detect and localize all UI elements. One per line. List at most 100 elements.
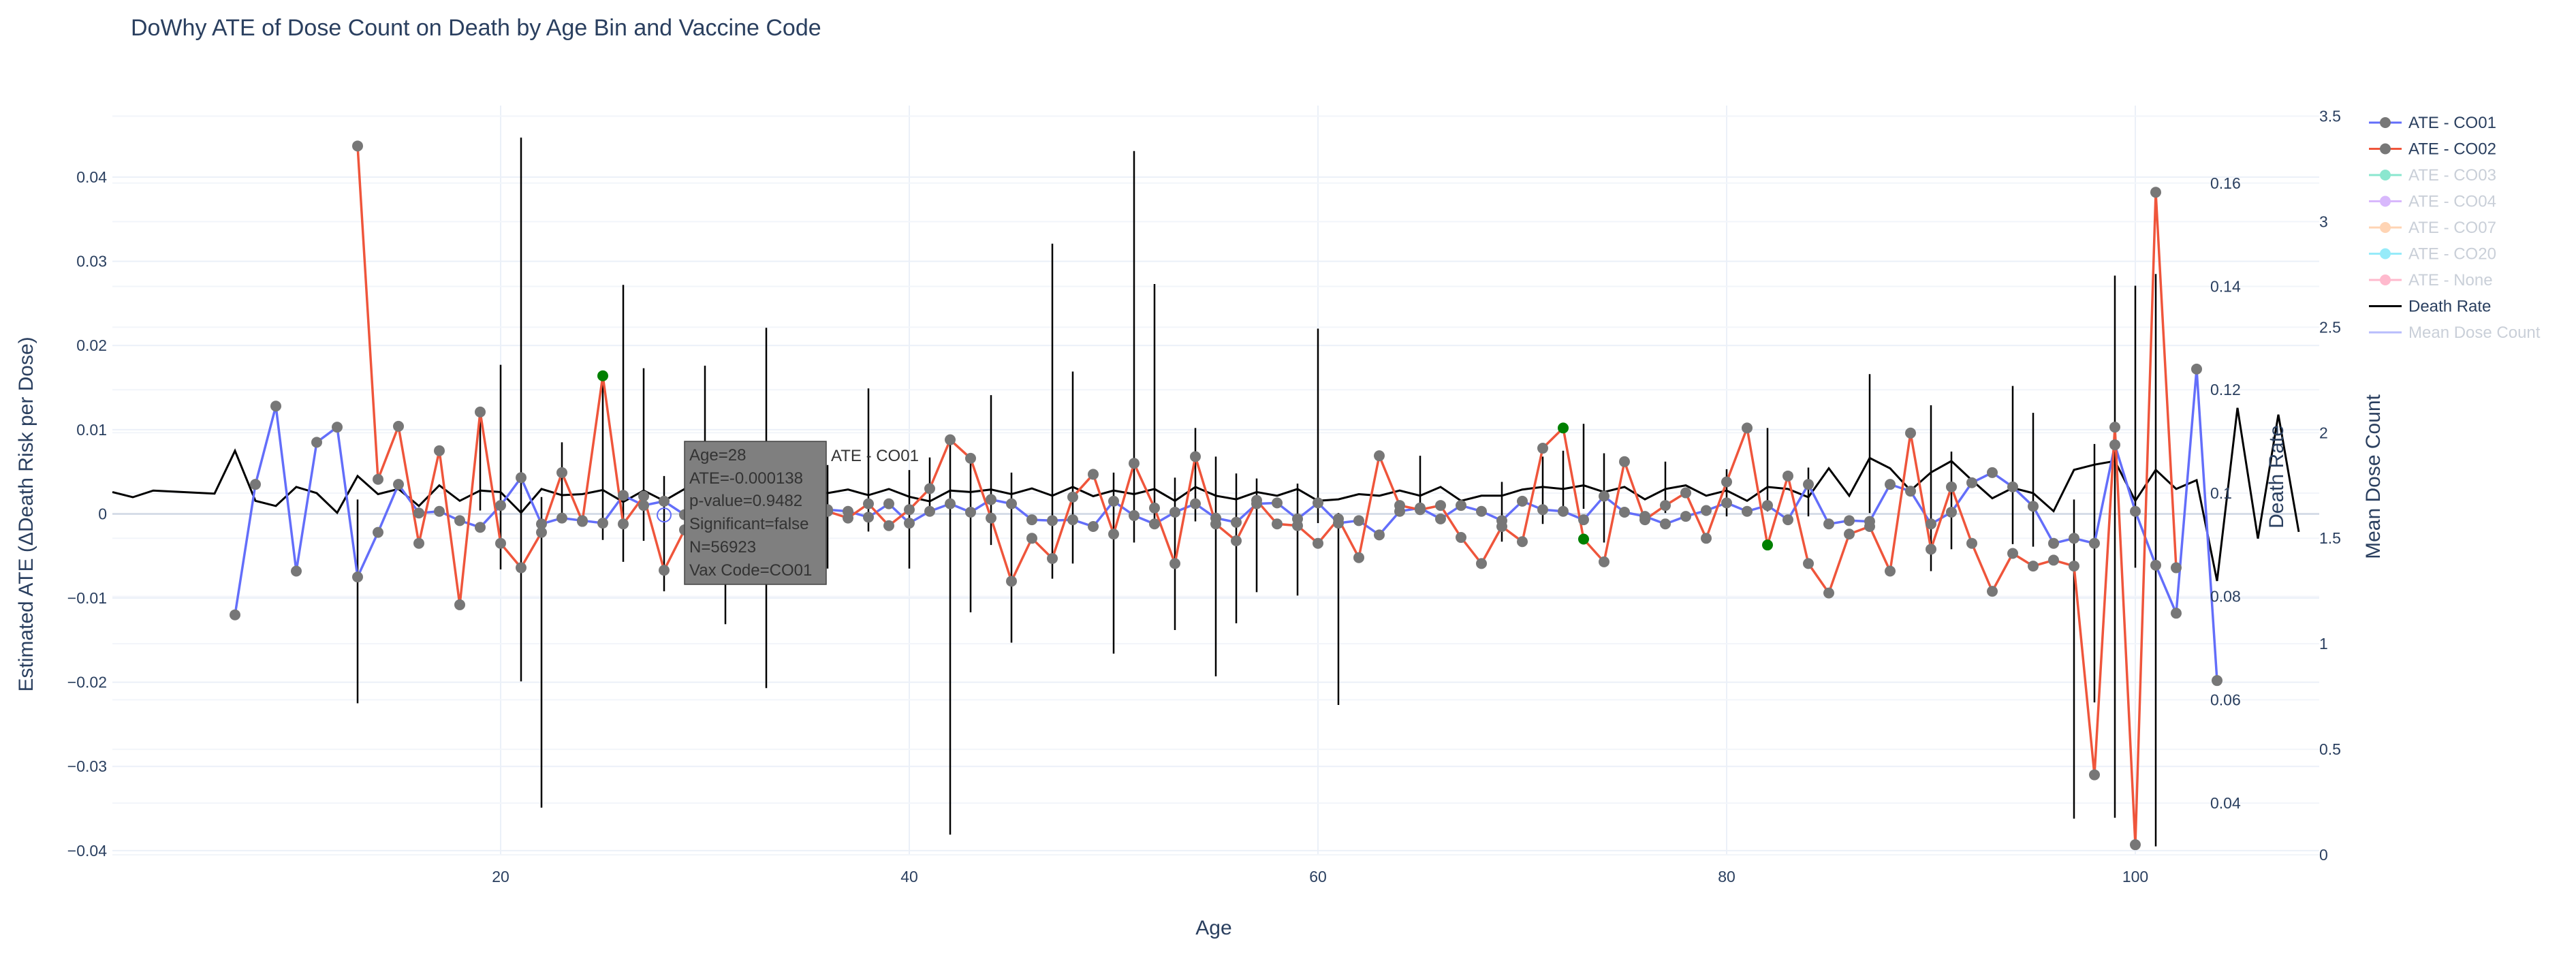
data-marker: [1006, 576, 1017, 587]
data-marker: [2150, 559, 2161, 571]
y-tick-label: −0.01: [67, 589, 107, 607]
data-marker: [2028, 501, 2039, 512]
data-marker: [1823, 518, 1834, 530]
y-tick-label: −0.04: [67, 842, 107, 860]
data-marker: [1680, 511, 1691, 522]
data-marker: [2212, 675, 2222, 687]
legend-label: ATE - CO02: [2408, 140, 2496, 159]
data-marker: [250, 479, 261, 490]
data-marker: [1823, 587, 1834, 599]
data-marker: [1742, 422, 1753, 434]
data-marker: [904, 518, 915, 529]
data-marker: [1762, 500, 1773, 512]
data-marker: [1047, 515, 1058, 527]
data-marker: [454, 599, 465, 610]
hover-line-age: Age=28: [689, 446, 746, 465]
data-marker: [352, 140, 363, 152]
data-marker: [270, 400, 281, 412]
data-marker: [1905, 427, 1916, 439]
data-marker: [618, 490, 629, 501]
data-marker: [556, 467, 567, 478]
y-tick-label: −0.03: [67, 757, 107, 775]
legend-label: Death Rate: [2408, 298, 2491, 316]
data-marker: [1435, 500, 1446, 512]
data-marker: [1517, 495, 1528, 507]
data-marker: [1190, 451, 1201, 462]
data-marker: [986, 494, 996, 505]
data-marker: [1966, 477, 1977, 488]
data-marker: [2007, 481, 2018, 492]
x-tick-label: 60: [1309, 868, 1327, 885]
data-marker: [1026, 514, 1037, 526]
data-marker: [1885, 565, 1896, 577]
data-marker: [924, 483, 935, 494]
hover-tooltip: Age=28 ATE=-0.000138 p-value=0.9482 Sign…: [684, 441, 919, 585]
data-marker: [434, 445, 445, 456]
data-marker: [1088, 520, 1099, 532]
data-marker: [863, 498, 874, 509]
data-marker: [1129, 509, 1140, 521]
data-marker: [1333, 513, 1344, 524]
data-marker: [1680, 487, 1691, 499]
data-marker: [2028, 561, 2039, 572]
y3-tick-label: 0: [2319, 846, 2328, 864]
data-marker: [1129, 458, 1140, 469]
x-tick-label: 40: [900, 868, 918, 885]
data-marker: [536, 518, 547, 530]
legend-swatch-marker: [2380, 195, 2391, 207]
data-marker: [1782, 470, 1793, 482]
y3-tick-label: 1.5: [2319, 529, 2341, 547]
data-marker: [1926, 518, 1936, 530]
data-marker: [1394, 500, 1405, 512]
data-marker: [1742, 505, 1753, 517]
significant-marker: [597, 370, 608, 381]
data-marker: [1149, 502, 1160, 514]
y2-axis-title: Death Rate: [2265, 425, 2288, 529]
data-marker: [1926, 544, 1936, 555]
hover-line-significant: Significant=false: [689, 515, 808, 533]
data-marker: [986, 512, 996, 524]
y2-tick-label: 0.04: [2210, 794, 2241, 812]
data-marker: [1517, 536, 1528, 548]
legend-label: ATE - CO04: [2408, 193, 2496, 211]
data-marker: [393, 420, 404, 432]
x-tick-label: 20: [492, 868, 509, 885]
data-marker: [475, 406, 486, 418]
data-marker: [1190, 498, 1201, 509]
y-tick-label: 0: [98, 505, 107, 522]
y2-tick-label: 0.16: [2210, 174, 2241, 192]
data-marker: [1660, 500, 1671, 512]
data-marker: [1599, 556, 1609, 567]
legend-label: ATE - CO01: [2408, 114, 2496, 132]
data-marker: [618, 518, 629, 530]
y3-tick-label: 2: [2319, 424, 2328, 441]
data-marker: [1108, 529, 1119, 540]
y3-tick-label: 2.5: [2319, 318, 2341, 336]
data-marker: [1047, 552, 1058, 564]
data-marker: [434, 505, 445, 517]
data-marker: [413, 537, 424, 549]
data-marker: [536, 527, 547, 538]
data-marker: [1619, 506, 1630, 518]
data-marker: [924, 505, 935, 517]
data-marker: [1476, 505, 1487, 517]
data-marker: [597, 518, 608, 529]
data-marker: [1006, 498, 1017, 509]
legend-item: Death Rate: [2369, 298, 2491, 316]
x-tick-label: 100: [2122, 868, 2148, 885]
data-marker: [2048, 554, 2059, 566]
significant-marker: [1558, 422, 1569, 434]
data-marker: [2171, 608, 2182, 619]
data-marker: [2130, 505, 2141, 517]
data-marker: [965, 506, 976, 518]
data-marker: [454, 515, 465, 527]
data-marker: [1353, 515, 1364, 527]
data-marker: [1415, 504, 1426, 516]
data-marker: [1905, 486, 1916, 497]
legend-label: ATE - None: [2408, 271, 2493, 289]
legend-item: ATE - CO20: [2369, 245, 2496, 264]
data-marker: [1721, 497, 1732, 509]
data-marker: [2089, 769, 2100, 781]
data-marker: [659, 495, 670, 507]
legend-swatch-marker: [2380, 117, 2391, 128]
